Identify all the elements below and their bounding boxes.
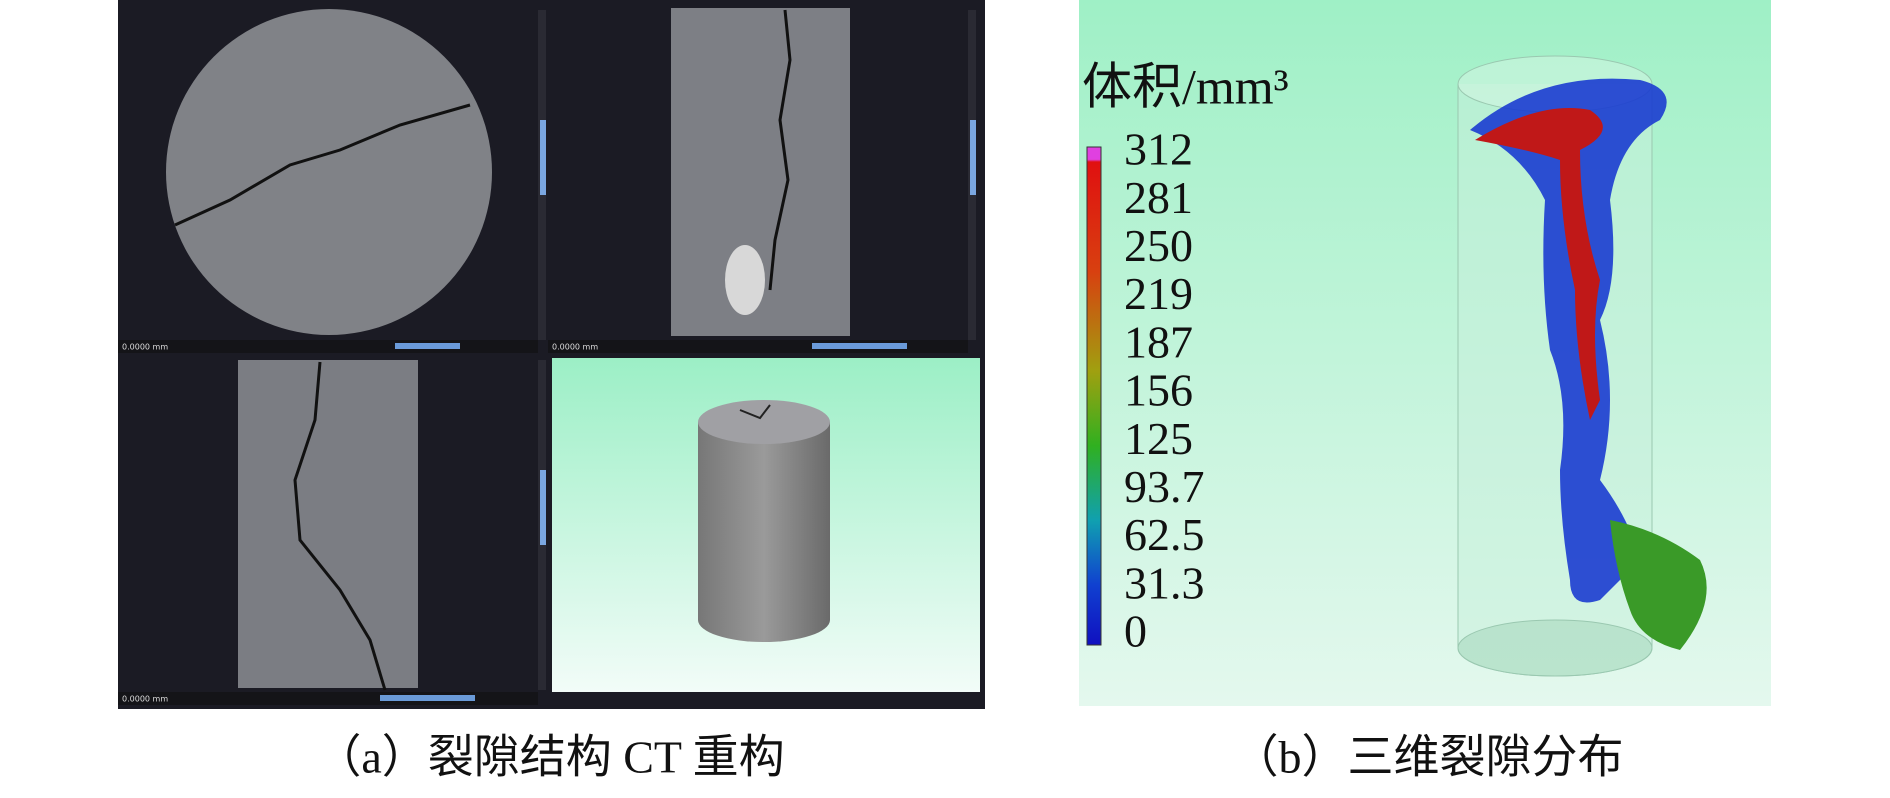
colorbar-tick-label: 281: [1124, 172, 1193, 223]
toolbar: [118, 340, 538, 353]
colorbar-tick-label: 62.5: [1124, 509, 1205, 560]
scale-label: 0.0000 mm: [122, 343, 168, 352]
colorbar-tick-label: 93.7: [1124, 461, 1205, 512]
ct-slice: [166, 9, 492, 335]
scale-label: 0.0000 mm: [122, 695, 168, 704]
colorbar-tick-label: 312: [1124, 124, 1193, 175]
inclusion: [725, 245, 765, 315]
fractures-low: [1470, 78, 1667, 603]
panel-a: 0.0000 mm 0.0000 mm 0.0000 mm: [118, 0, 985, 709]
colorbar-tick-label: 219: [1124, 268, 1193, 319]
colorbar-tick-label: 125: [1124, 413, 1193, 464]
colorbar-tick-label: 31.3: [1124, 557, 1205, 608]
slider: [812, 343, 907, 349]
colorbar: [1086, 146, 1102, 646]
crack: [174, 103, 471, 227]
colorbar-title: 体积/mm³: [1082, 58, 1289, 114]
cylinder: [698, 422, 830, 642]
crack: [768, 9, 792, 291]
scroll-thumb: [540, 120, 546, 195]
caption: （a）裂隙结构 CT 重构: [315, 732, 784, 783]
crack: [293, 361, 387, 691]
colorbar-tick-label: 156: [1124, 365, 1193, 416]
crack: [739, 404, 771, 420]
slider: [380, 695, 475, 701]
colorbar-tick-label: 250: [1124, 220, 1193, 271]
colorbar-tick-label: 0: [1124, 606, 1147, 657]
cylinder-bottom: [1457, 619, 1653, 677]
scale-label: 0.0000 mm: [552, 343, 598, 352]
ct-slice: [238, 360, 418, 688]
slider: [395, 343, 460, 349]
panel-b: 体积/mm³ 31228125021918715612593.762.531.3…: [1079, 0, 1771, 706]
colorbar-tick-label: 187: [1124, 316, 1193, 367]
fractures-mid: [1610, 520, 1707, 650]
scroll-thumb: [540, 470, 546, 545]
cylinder-top: [698, 400, 830, 444]
caption: （b）三维裂隙分布: [1233, 732, 1624, 783]
scroll-thumb: [970, 120, 976, 195]
fractures-high: [1475, 108, 1603, 420]
